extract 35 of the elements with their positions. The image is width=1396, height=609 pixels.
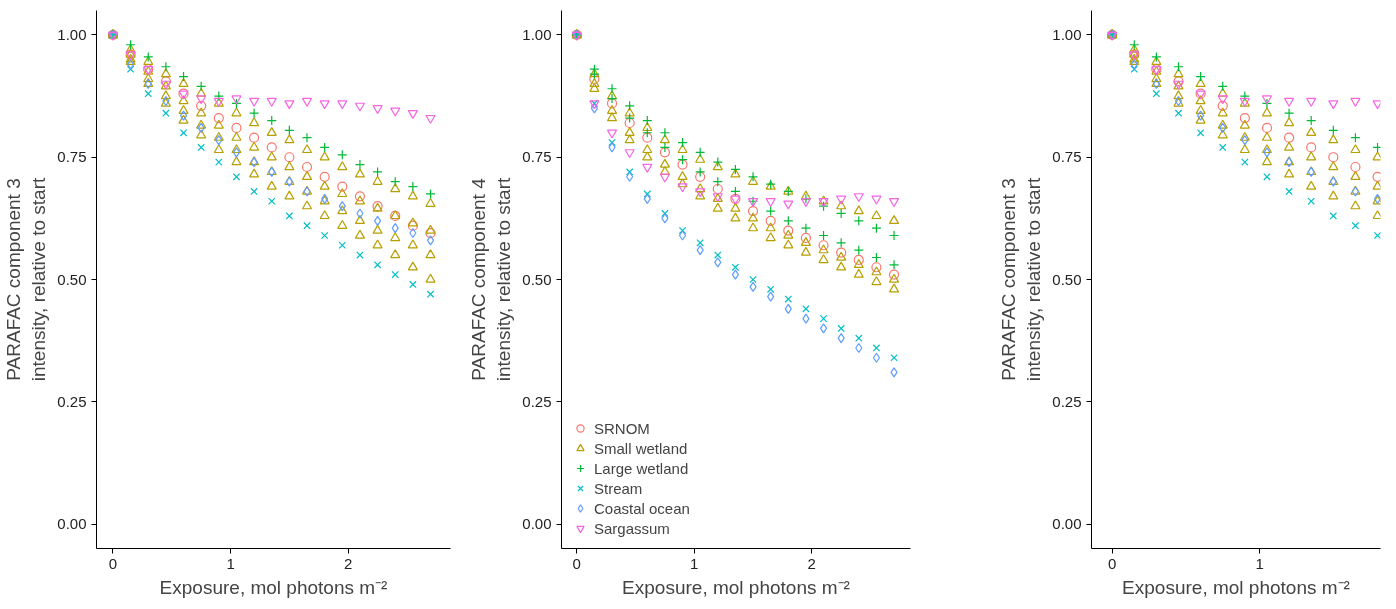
y-tick-label: 0.00 xyxy=(57,515,87,533)
y-tick-label: 0.25 xyxy=(1052,392,1082,410)
y-tick-label: 0.25 xyxy=(57,392,87,410)
legend-label: Stream xyxy=(594,479,643,497)
legend-label: Coastal ocean xyxy=(594,499,690,517)
x-axis-title: Exposure, mol photons m⁻² xyxy=(622,576,850,598)
y-tick-label: 0.50 xyxy=(1052,270,1082,288)
y-tick-label: 0.75 xyxy=(1052,148,1082,166)
x-tick-label: 1 xyxy=(690,554,699,572)
y-tick-label: 0.50 xyxy=(522,270,552,288)
legend-label: SRNOM xyxy=(594,419,650,437)
y-tick-label: 1.00 xyxy=(57,25,87,43)
legend-label: Small wetland xyxy=(594,439,688,457)
y-axis-title: PARAFAC component 4 intensity, relative to start xyxy=(468,177,515,382)
legend-label: Large wetland xyxy=(594,459,689,477)
y-axis-title: PARAFAC component 3 intensity, relative to start xyxy=(998,177,1045,382)
y-tick-label: 1.00 xyxy=(1052,25,1082,43)
x-axis-title: Exposure, mol photons m⁻² xyxy=(159,576,388,598)
x-tick-label: 0 xyxy=(108,554,118,572)
y-axis-title: PARAFAC component 3 intensity, relative to start xyxy=(3,177,50,382)
y-tick-label: 0.00 xyxy=(1052,515,1082,533)
y-tick-label: 0.50 xyxy=(57,270,87,288)
x-tick-label: 0 xyxy=(572,554,581,572)
y-tick-label: 1.00 xyxy=(522,25,552,43)
y-tick-label: 0.00 xyxy=(522,515,552,533)
x-tick-label: 0 xyxy=(1107,554,1117,572)
x-tick-label: 1 xyxy=(1255,554,1264,572)
y-tick-label: 0.75 xyxy=(522,148,552,166)
x-tick-label: 2 xyxy=(344,554,353,572)
y-tick-label: 0.75 xyxy=(57,148,87,166)
x-tick-label: 2 xyxy=(807,554,816,572)
y-tick-label: 0.25 xyxy=(522,392,552,410)
x-axis-title: Exposure, mol photons m⁻² xyxy=(1122,576,1350,598)
legend-label: Sargassum xyxy=(594,519,670,537)
x-tick-label: 1 xyxy=(226,554,235,572)
